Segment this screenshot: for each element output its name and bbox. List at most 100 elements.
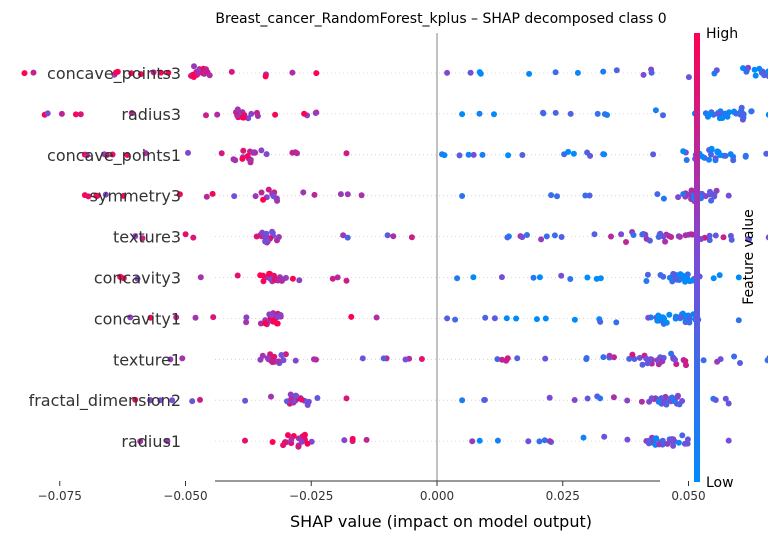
shap-dot bbox=[728, 236, 735, 243]
shap-dot bbox=[586, 192, 593, 199]
shap-dot bbox=[663, 319, 670, 326]
shap-dot bbox=[348, 313, 355, 320]
shap-dot bbox=[613, 67, 620, 74]
shap-dot bbox=[482, 314, 489, 321]
shap-dot bbox=[498, 274, 505, 281]
shap-dot bbox=[567, 110, 574, 117]
shap-dot bbox=[558, 234, 565, 240]
shap-dot bbox=[341, 437, 348, 444]
shap-dot bbox=[699, 153, 706, 160]
shap-dot bbox=[253, 233, 260, 240]
shap-dot bbox=[272, 111, 279, 118]
shap-dot bbox=[301, 110, 308, 117]
shap-dot bbox=[708, 197, 715, 204]
shap-dot bbox=[452, 316, 459, 323]
shap-dot bbox=[113, 69, 119, 76]
shap-dot bbox=[636, 354, 643, 361]
shap-dot bbox=[652, 435, 659, 442]
shap-dot bbox=[278, 352, 285, 358]
shap-dot bbox=[536, 438, 543, 445]
shap-dot bbox=[259, 352, 266, 359]
shap-dot bbox=[190, 74, 197, 80]
shap-dot bbox=[282, 351, 289, 358]
shap-dot bbox=[504, 355, 511, 362]
shap-dot bbox=[456, 152, 463, 159]
shap-dot bbox=[292, 149, 299, 156]
shap-dot bbox=[128, 70, 135, 77]
shap-dot bbox=[269, 228, 276, 235]
shap-dot bbox=[477, 70, 484, 77]
shap-dot bbox=[567, 276, 574, 282]
shap-dot bbox=[218, 150, 225, 157]
shap-dot bbox=[680, 191, 687, 198]
shap-dot bbox=[313, 70, 320, 77]
shap-dot bbox=[479, 151, 486, 158]
shap-dot bbox=[243, 319, 250, 326]
shap-dot bbox=[441, 152, 448, 159]
feature-label: radius3 bbox=[121, 105, 181, 124]
shap-dot bbox=[678, 314, 685, 321]
shap-dot bbox=[169, 397, 176, 404]
shap-dot bbox=[266, 270, 273, 277]
shap-dot bbox=[735, 317, 742, 324]
shap-dot bbox=[358, 192, 365, 199]
shap-dot bbox=[668, 436, 675, 443]
shap-dot bbox=[134, 275, 141, 282]
feature-label: concave_points1 bbox=[47, 146, 181, 166]
shap-dot bbox=[715, 149, 722, 156]
shap-dot bbox=[243, 314, 250, 321]
shap-dot bbox=[571, 316, 578, 323]
shap-dot bbox=[293, 392, 300, 399]
shap-dot bbox=[536, 274, 543, 281]
shap-dot bbox=[157, 69, 164, 76]
shap-dot bbox=[137, 438, 144, 445]
shap-dot bbox=[713, 187, 720, 194]
shap-dot bbox=[189, 398, 196, 405]
shap-dot bbox=[623, 239, 629, 245]
shap-dot bbox=[730, 157, 737, 164]
shap-dot bbox=[546, 394, 553, 401]
shap-dot bbox=[494, 356, 501, 363]
shap-dot bbox=[706, 156, 712, 163]
shap-dot bbox=[142, 150, 149, 157]
shap-dot bbox=[295, 435, 302, 442]
shap-dot bbox=[109, 151, 116, 158]
shap-dot bbox=[269, 439, 276, 445]
shap-dot bbox=[209, 190, 216, 197]
shap-dot bbox=[646, 237, 653, 244]
x-tick-label: 0.000 bbox=[420, 489, 454, 503]
shap-dot bbox=[58, 110, 65, 117]
shap-dot bbox=[164, 438, 171, 445]
shap-dot bbox=[102, 191, 109, 198]
shap-dot bbox=[654, 357, 661, 364]
shap-dot bbox=[668, 350, 675, 357]
shap-dot bbox=[656, 441, 662, 448]
shap-dot bbox=[722, 152, 729, 159]
shap-dot bbox=[260, 278, 267, 285]
shap-dot bbox=[542, 315, 549, 322]
shap-dot bbox=[93, 192, 100, 199]
shap-dot bbox=[72, 111, 79, 118]
shap-dot bbox=[610, 394, 617, 401]
shap-dot bbox=[672, 356, 678, 363]
shap-dot bbox=[519, 152, 526, 158]
shap-dot bbox=[712, 232, 719, 239]
shap-dot bbox=[481, 397, 488, 403]
colorbar-low-label: Low bbox=[706, 475, 734, 491]
shap-dot bbox=[268, 312, 275, 319]
shap-dot bbox=[660, 195, 667, 202]
shap-dot bbox=[659, 314, 666, 321]
feature-labels: concave_points3 radius3 concave_points1sym… bbox=[29, 64, 181, 451]
shap-dot bbox=[214, 111, 221, 118]
shap-dot bbox=[706, 237, 713, 244]
shap-dot bbox=[459, 193, 466, 199]
shap-dot bbox=[343, 277, 350, 284]
shap-dot bbox=[679, 432, 686, 439]
shap-dot bbox=[289, 69, 296, 76]
shap-dot bbox=[337, 191, 344, 198]
feature-label: texture1 bbox=[113, 350, 181, 369]
shap-dot bbox=[643, 278, 650, 284]
shap-dot bbox=[764, 357, 768, 364]
shap-dot bbox=[685, 74, 692, 81]
shap-dot bbox=[311, 191, 318, 198]
